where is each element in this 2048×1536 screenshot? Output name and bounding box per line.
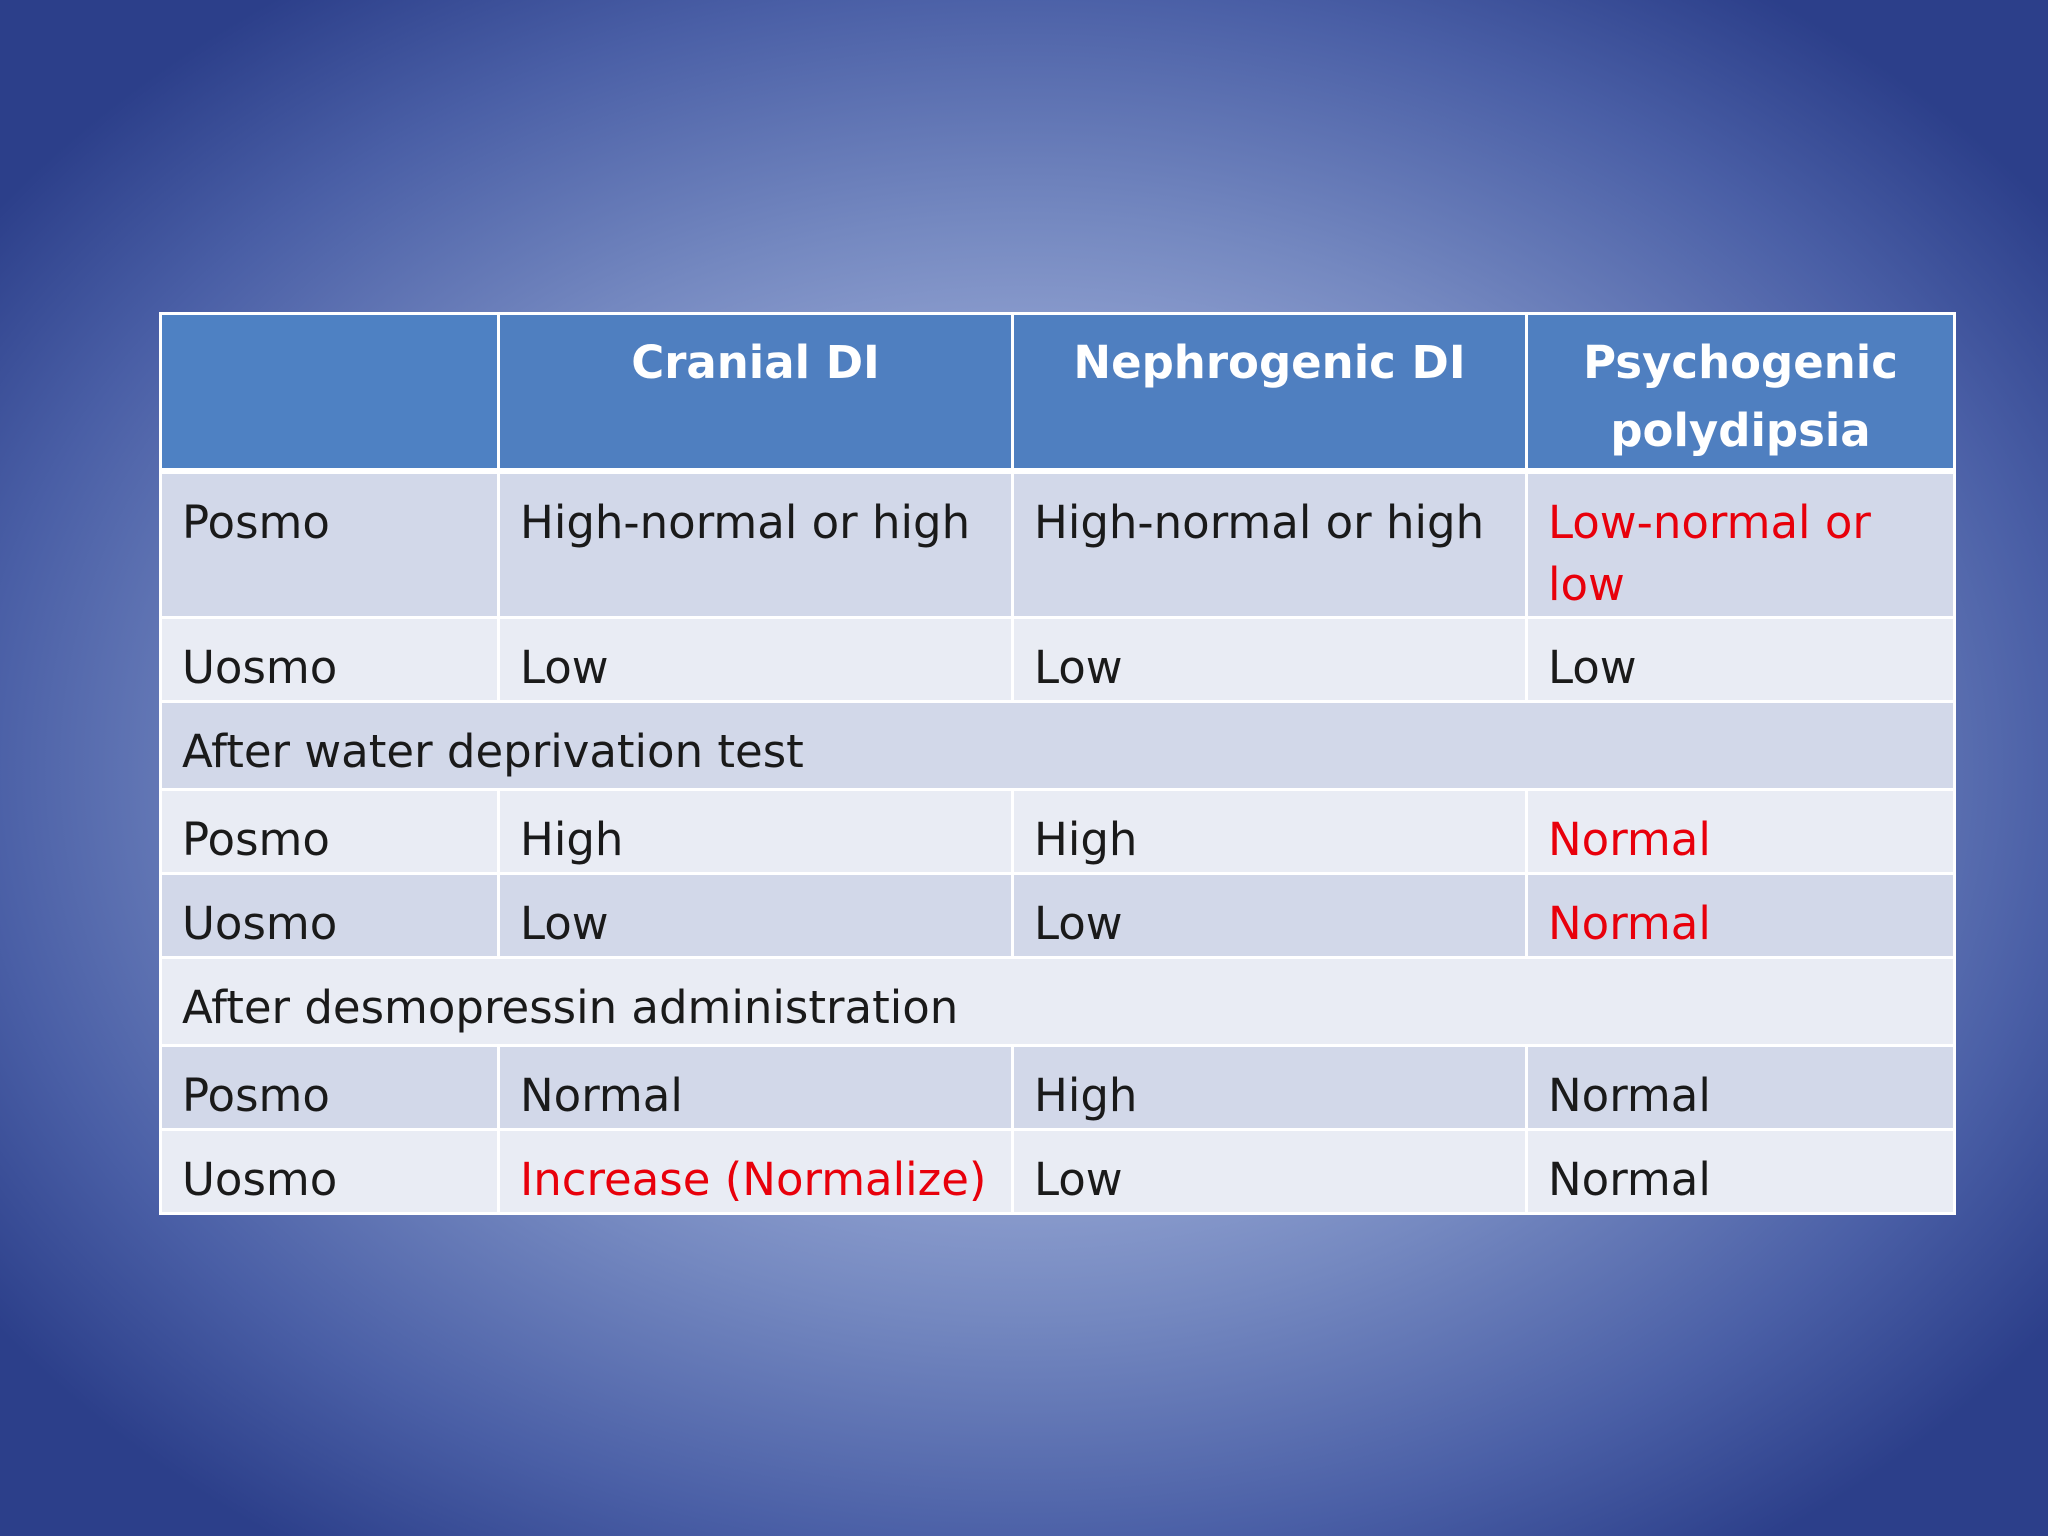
section-row-desmopressin: After desmopressin administration bbox=[159, 955, 1956, 1047]
header-cranial-di: Cranial DI bbox=[497, 312, 1014, 472]
row-label-posmo: Posmo bbox=[159, 469, 500, 619]
cell-cranial-di: Low bbox=[497, 615, 1014, 703]
row-label-uosmo: Uosmo bbox=[159, 871, 500, 959]
cell-nephrogenic-di: Low bbox=[1011, 1127, 1528, 1215]
cell-nephrogenic-di: Low bbox=[1011, 615, 1528, 703]
cell-nephrogenic-di: Low bbox=[1011, 871, 1528, 959]
row-label-posmo: Posmo bbox=[159, 787, 500, 875]
cell-nephrogenic-di: High bbox=[1011, 787, 1528, 875]
cell-psychogenic-polydipsia: Normal bbox=[1525, 1127, 1956, 1215]
cell-nephrogenic-di: High-normal or high bbox=[1011, 469, 1528, 619]
table-row: Uosmo Low Low Normal bbox=[159, 871, 1956, 959]
cell-nephrogenic-di: High bbox=[1011, 1043, 1528, 1131]
header-psychogenic-polydipsia: Psychogenic polydipsia bbox=[1525, 312, 1956, 472]
header-nephrogenic-di: Nephrogenic DI bbox=[1011, 312, 1528, 472]
section-heading: After water deprivation test bbox=[159, 699, 1956, 791]
section-row-water-deprivation: After water deprivation test bbox=[159, 699, 1956, 791]
cell-cranial-di: Increase (Normalize) bbox=[497, 1127, 1014, 1215]
cell-psychogenic-polydipsia: Normal bbox=[1525, 787, 1956, 875]
cell-cranial-di: Low bbox=[497, 871, 1014, 959]
cell-psychogenic-polydipsia: Low-normal or low bbox=[1525, 469, 1956, 619]
cell-cranial-di: High-normal or high bbox=[497, 469, 1014, 619]
row-label-uosmo: Uosmo bbox=[159, 615, 500, 703]
table-row: Posmo High-normal or high High-normal or… bbox=[159, 469, 1956, 619]
cell-cranial-di: High bbox=[497, 787, 1014, 875]
table-row: Posmo High High Normal bbox=[159, 787, 1956, 875]
cell-psychogenic-polydipsia: Normal bbox=[1525, 871, 1956, 959]
row-label-uosmo: Uosmo bbox=[159, 1127, 500, 1215]
table-header-row: Cranial DI Nephrogenic DI Psychogenic po… bbox=[159, 312, 1956, 472]
table-row: Uosmo Increase (Normalize) Low Normal bbox=[159, 1127, 1956, 1215]
table-row: Uosmo Low Low Low bbox=[159, 615, 1956, 703]
section-heading: After desmopressin administration bbox=[159, 955, 1956, 1047]
cell-psychogenic-polydipsia: Normal bbox=[1525, 1043, 1956, 1131]
diabetes-insipidus-comparison-table: Cranial DI Nephrogenic DI Psychogenic po… bbox=[159, 312, 1956, 1215]
header-empty-cell bbox=[159, 312, 500, 472]
table-row: Posmo Normal High Normal bbox=[159, 1043, 1956, 1131]
cell-cranial-di: Normal bbox=[497, 1043, 1014, 1131]
cell-psychogenic-polydipsia: Low bbox=[1525, 615, 1956, 703]
row-label-posmo: Posmo bbox=[159, 1043, 500, 1131]
